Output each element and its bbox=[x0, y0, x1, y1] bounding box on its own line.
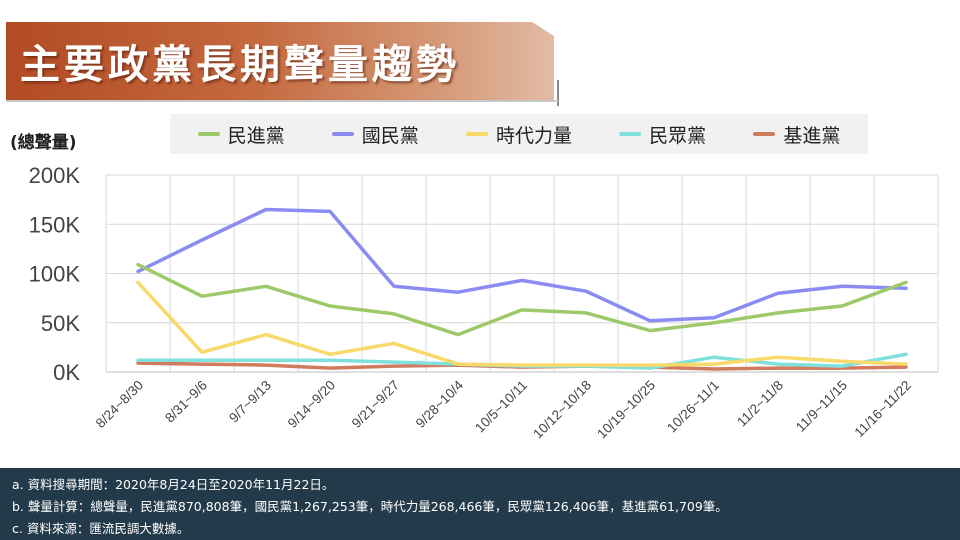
legend-label: 基進黨 bbox=[783, 124, 841, 147]
y-tick-label: 150K bbox=[29, 212, 81, 237]
series-line bbox=[136, 280, 908, 367]
title-banner bbox=[6, 22, 554, 100]
legend-label: 國民黨 bbox=[361, 124, 419, 147]
series-line bbox=[136, 262, 908, 337]
note-data-source: c. 資料來源：匯流民調大數據。 bbox=[12, 521, 190, 536]
x-tick-label: 10/19~10/25 bbox=[594, 378, 658, 442]
page-title: 主要政黨長期聲量趨勢 bbox=[20, 42, 460, 88]
legend-swatch bbox=[197, 132, 220, 136]
x-tick-label: 11/16~11/22 bbox=[852, 378, 915, 441]
legend-swatch bbox=[619, 132, 642, 136]
x-tick-label: 9/28~10/4 bbox=[413, 377, 467, 431]
x-tick-label: 9/7~9/13 bbox=[226, 378, 274, 426]
legend-label: 時代力量 bbox=[495, 124, 572, 147]
x-tick-label: 10/5~10/11 bbox=[472, 378, 530, 436]
legend-label: 民眾黨 bbox=[649, 124, 707, 147]
line-chart: 0K 50K 100K 150K 200K 8/24~8/30 8/31~9/6 9/7~9/… bbox=[29, 163, 939, 442]
x-tick-label: 10/12~10/18 bbox=[530, 378, 594, 442]
x-tick-label: 10/26~11/1 bbox=[664, 378, 722, 436]
legend-item: 民進黨 bbox=[197, 121, 285, 148]
legend-swatch bbox=[331, 132, 354, 136]
y-tick-label: 200K bbox=[29, 163, 81, 188]
y-tick-label: 100K bbox=[29, 262, 81, 287]
legend-item: 基進黨 bbox=[753, 121, 840, 148]
x-tick-label: 11/2~11/8 bbox=[734, 378, 786, 430]
series-line bbox=[136, 207, 908, 323]
x-tick-label: 8/24~8/30 bbox=[93, 378, 146, 431]
note-search-period: a. 資料搜尋期間：2020年8月24日至2020年11月22日。 bbox=[12, 477, 335, 492]
legend-item: 國民黨 bbox=[331, 121, 419, 148]
legend-item: 時代力量 bbox=[465, 121, 572, 148]
notes-footer: a. 資料搜尋期間：2020年8月24日至2020年11月22日。 b. 聲量計… bbox=[0, 468, 960, 540]
y-tick-label: 50K bbox=[41, 311, 80, 336]
x-tick-label: 9/21~9/27 bbox=[349, 378, 402, 431]
legend-swatch bbox=[465, 132, 488, 136]
chart-legend: 民進黨 國民黨 時代力量 民眾黨 基進黨 bbox=[170, 114, 868, 154]
x-tick-label: 9/14~9/20 bbox=[285, 378, 338, 431]
y-axis-unit-label: (總聲量) bbox=[10, 133, 77, 153]
x-tick-label: 11/9~11/15 bbox=[793, 378, 850, 435]
note-volume-calculation: b. 聲量計算：總聲量，民進黨870,808筆，國民黨1,267,253筆，時代… bbox=[12, 499, 728, 514]
legend-item: 民眾黨 bbox=[619, 121, 706, 148]
title-underline bbox=[6, 100, 558, 102]
legend-label: 民進黨 bbox=[227, 124, 285, 147]
y-tick-label: 0K bbox=[53, 360, 80, 385]
x-tick-label: 8/31~9/6 bbox=[162, 378, 210, 426]
title-divider bbox=[557, 80, 559, 106]
legend-swatch bbox=[753, 132, 776, 136]
